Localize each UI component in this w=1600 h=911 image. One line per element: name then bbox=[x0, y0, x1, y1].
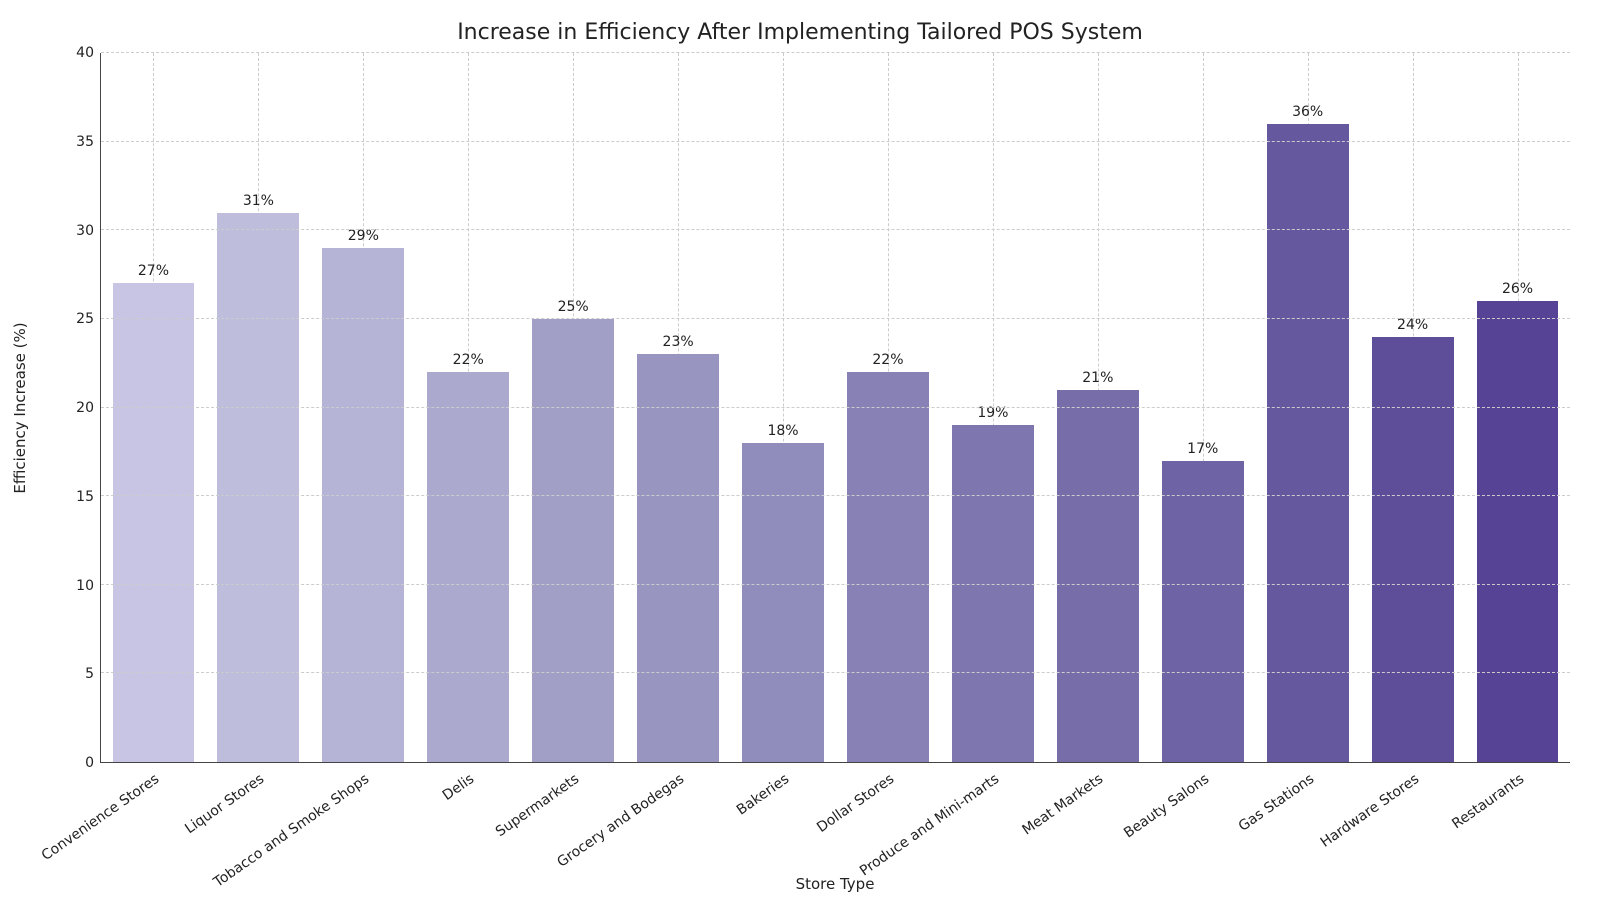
x-tick-label: Dollar Stores bbox=[814, 771, 897, 836]
bar-value-label: 21% bbox=[1057, 370, 1139, 386]
x-axis: Store Type Convenience StoresLiquor Stor… bbox=[100, 763, 1570, 893]
x-tick-label: Supermarkets bbox=[492, 771, 581, 840]
chart-container: Increase in Efficiency After Implementin… bbox=[0, 0, 1600, 911]
chart-title: Increase in Efficiency After Implementin… bbox=[30, 20, 1570, 45]
bar: 27% bbox=[113, 283, 195, 762]
gridline bbox=[101, 52, 1570, 53]
bar-value-label: 26% bbox=[1477, 281, 1559, 297]
bar-value-label: 36% bbox=[1267, 104, 1349, 120]
gridline bbox=[101, 407, 1570, 408]
y-tick-label: 30 bbox=[54, 223, 94, 239]
x-axis-label: Store Type bbox=[796, 875, 875, 893]
plot-region: 27% 31% 29% 22% 25% 23% 18% 22% 19% 21% 17% 36% 24% 2… bbox=[100, 53, 1570, 763]
bar-value-label: 29% bbox=[322, 228, 404, 244]
y-axis-label: Efficiency Increase (%) bbox=[11, 322, 29, 493]
plot-area: Efficiency Increase (%) 0510152025303540… bbox=[30, 53, 1570, 763]
bar-value-label: 17% bbox=[1162, 441, 1244, 457]
y-ticks: 0510152025303540 bbox=[54, 53, 94, 763]
bar-value-label: 22% bbox=[847, 352, 929, 368]
bar: 36% bbox=[1267, 124, 1349, 762]
x-tick-label: Gas Stations bbox=[1235, 771, 1316, 835]
gridline bbox=[101, 141, 1570, 142]
bar-value-label: 25% bbox=[532, 299, 614, 315]
bar: 19% bbox=[952, 425, 1034, 762]
y-tick-label: 5 bbox=[54, 666, 94, 682]
bars-layer: 27% 31% 29% 22% 25% 23% 18% 22% 19% 21% 17% 36% 24% 2… bbox=[101, 53, 1570, 762]
bar-value-label: 23% bbox=[637, 334, 719, 350]
bar: 22% bbox=[427, 372, 509, 762]
bar-value-label: 19% bbox=[952, 405, 1034, 421]
bar: 29% bbox=[322, 248, 404, 762]
x-tick-label: Restaurants bbox=[1449, 771, 1527, 832]
gridline bbox=[101, 672, 1570, 673]
x-tick-label: Bakeries bbox=[733, 771, 791, 819]
y-axis: Efficiency Increase (%) 0510152025303540 bbox=[30, 53, 100, 763]
bar: 21% bbox=[1057, 390, 1139, 762]
x-tick-label: Beauty Salons bbox=[1121, 771, 1212, 841]
bar: 31% bbox=[217, 213, 299, 762]
bar-value-label: 31% bbox=[217, 193, 299, 209]
x-tick-label: Meat Markets bbox=[1020, 771, 1107, 838]
gridline bbox=[101, 495, 1570, 496]
y-tick-label: 15 bbox=[54, 489, 94, 505]
y-tick-label: 20 bbox=[54, 400, 94, 416]
y-tick-label: 35 bbox=[54, 134, 94, 150]
bar: 24% bbox=[1372, 337, 1454, 762]
bar-value-label: 18% bbox=[742, 423, 824, 439]
bar-value-label: 24% bbox=[1372, 317, 1454, 333]
y-tick-label: 0 bbox=[54, 755, 94, 771]
bar: 17% bbox=[1162, 461, 1244, 762]
bar-value-label: 27% bbox=[113, 263, 195, 279]
x-tick-label: Convenience Stores bbox=[38, 771, 161, 864]
bar-value-label: 22% bbox=[427, 352, 509, 368]
bar: 26% bbox=[1477, 301, 1559, 762]
y-tick-label: 10 bbox=[54, 578, 94, 594]
x-tick-label: Delis bbox=[439, 771, 476, 804]
gridline bbox=[101, 229, 1570, 230]
gridline bbox=[101, 584, 1570, 585]
x-tick-label: Hardware Stores bbox=[1317, 771, 1421, 851]
y-tick-label: 25 bbox=[54, 311, 94, 327]
y-tick-label: 40 bbox=[54, 45, 94, 61]
bar: 22% bbox=[847, 372, 929, 762]
bar: 18% bbox=[742, 443, 824, 762]
x-tick-label: Liquor Stores bbox=[182, 771, 267, 837]
bar: 25% bbox=[532, 319, 614, 762]
gridline bbox=[101, 318, 1570, 319]
bar: 23% bbox=[637, 354, 719, 762]
